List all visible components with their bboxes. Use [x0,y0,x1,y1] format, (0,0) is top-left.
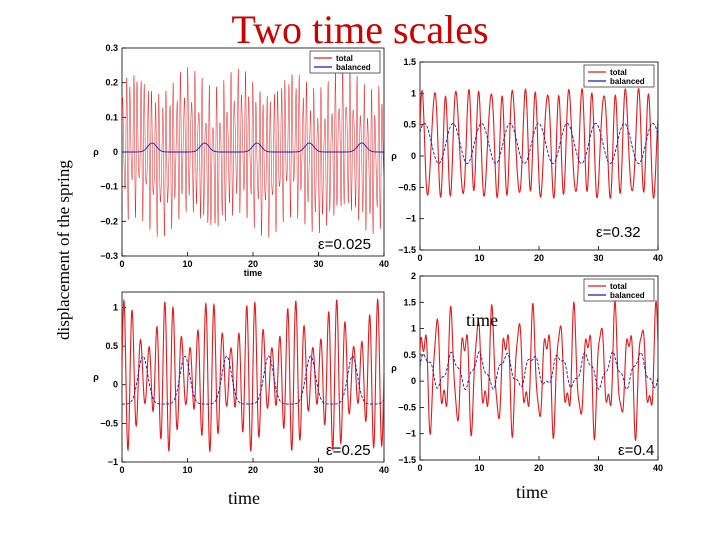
x-tick-label: 40 [653,253,663,263]
series-total-line [420,300,658,442]
y-tick-label: 1 [113,302,118,312]
y-tick-label: −0.5 [100,418,118,428]
chart-panel-eps-032: −1.5 −1 −0.5 0 0.5 1 1.5 0 10 20 30 40 ρ totalbalance… [391,57,663,263]
y-tick-label: −1.5 [398,245,416,255]
series-total-line [420,87,658,200]
legend-label-total: total [610,68,627,77]
y-tick-label: −0.2 [100,216,118,226]
y-tick-label: −0.5 [398,182,416,192]
y-tick-label: −1 [406,429,416,439]
y-axis-label: ρ [93,372,99,382]
legend-label-total: total [610,282,627,291]
legend-label-total: total [336,54,353,63]
chart-panel-eps-025: −1−0.500.510 10 20 30 40ρ [93,291,389,475]
y-tick-label: 0 [411,151,416,161]
y-axis-label: ρ [391,363,397,373]
time-label-bottom-left: time [228,488,260,508]
x-tick-label: 30 [313,465,323,475]
legend-label-balanced: balanced [610,291,645,300]
y-tick-label: −0.3 [100,251,118,261]
y-tick-label: 0.3 [105,43,118,53]
y-axis-caption: displacement of the spring [54,160,73,340]
x-tick-label: 0 [119,259,124,269]
x-tick-label: 0 [417,463,422,473]
y-axis-label: ρ [391,151,397,161]
y-tick-label: 0.2 [105,78,118,88]
series-total-line [122,65,384,238]
y-tick-label: −1 [406,214,416,224]
series-balanced-line [122,355,384,405]
y-axis-label: ρ [93,147,99,157]
x-tick-label: 20 [534,463,544,473]
x-tick-label: 10 [474,253,484,263]
x-tick-label: 20 [248,259,258,269]
legend-label-balanced: balanced [336,63,371,72]
x-tick-label: 20 [534,253,544,263]
y-tick-label: 1.5 [403,297,416,307]
slide-title: Two time scales [231,7,489,52]
x-tick-label: 10 [182,259,192,269]
x-tick-label: 10 [474,463,484,473]
x-tick-label: 30 [313,259,323,269]
chart-panel-eps-04: −1.5−1−0.500.511.520 10 20 30 40ρtotalbalanc… [391,271,663,473]
series-balanced-line [420,122,658,164]
chart-panel-eps-0025: −0.3 −0.2 −0.1 0 0.1 0.2 0.3 0 10 20 30 40 time ρ tota… [93,43,389,278]
x-tick-label: 40 [653,463,663,473]
y-tick-label: 0.5 [403,350,416,360]
y-tick-label: 0.5 [403,120,416,130]
series-total-line [122,297,384,453]
x-tick-label: 40 [379,259,389,269]
x-tick-label: 10 [182,465,192,475]
y-tick-label: 0.5 [105,341,118,351]
series-balanced-line [122,142,384,153]
y-tick-label: −0.1 [100,182,118,192]
epsilon-label-3: ε=0.25 [326,442,371,459]
epsilon-label-1: ε=0.025 [318,236,371,253]
x-tick-label: 20 [248,465,258,475]
x-tick-label: 30 [593,463,603,473]
epsilon-label-4: ε=0.4 [618,442,655,459]
legend-label-balanced: balanced [610,77,645,86]
y-tick-label: 0 [113,380,118,390]
y-tick-label: 0 [113,147,118,157]
y-tick-label: 0.1 [105,112,118,122]
y-tick-label: −1.5 [398,455,416,465]
time-label-bottom-right: time [516,482,548,502]
y-tick-label: 1 [411,88,416,98]
x-tick-label: 0 [119,465,124,475]
epsilon-label-2: ε=0.32 [596,224,641,241]
y-tick-label: 0 [411,376,416,386]
x-tick-label: 40 [379,465,389,475]
y-tick-label: 2 [411,271,416,281]
y-tick-label: −0.5 [398,402,416,412]
y-tick-label: −1 [108,457,118,467]
x-axis-label: time [244,268,263,278]
time-label-middle: time [466,310,498,330]
x-tick-label: 30 [593,253,603,263]
y-tick-label: 1.5 [403,57,416,67]
x-tick-label: 0 [417,253,422,263]
y-tick-label: 1 [411,324,416,334]
